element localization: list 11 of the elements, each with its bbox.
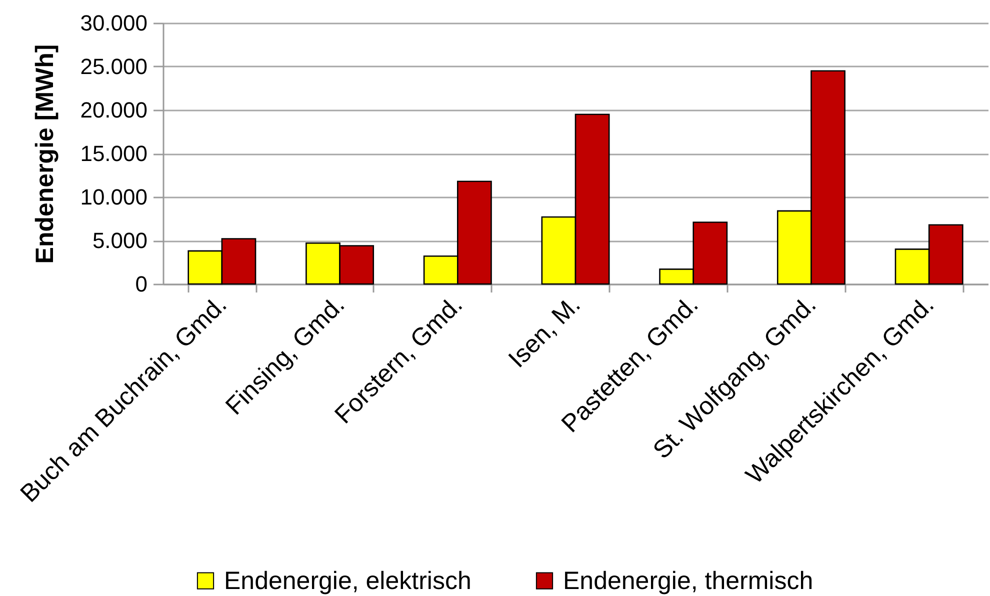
- y-tick-label: 20.000: [80, 98, 148, 122]
- y-tick-label: 5.000: [92, 228, 148, 253]
- legend-label: Endenergie, thermisch: [563, 566, 814, 595]
- y-tick-label: 0: [135, 272, 148, 296]
- x-tick-label: Isen, M.: [503, 290, 586, 374]
- y-tick-label: 25.000: [80, 54, 148, 79]
- y-tick-label: 15.000: [80, 141, 148, 166]
- y-tick-label: 10.000: [80, 184, 148, 210]
- y-axis-title: Endenergie [MWh]: [31, 44, 60, 264]
- legend-label: Endenergie, elektrisch: [224, 566, 472, 595]
- y-tick-label: 30.000: [80, 10, 148, 36]
